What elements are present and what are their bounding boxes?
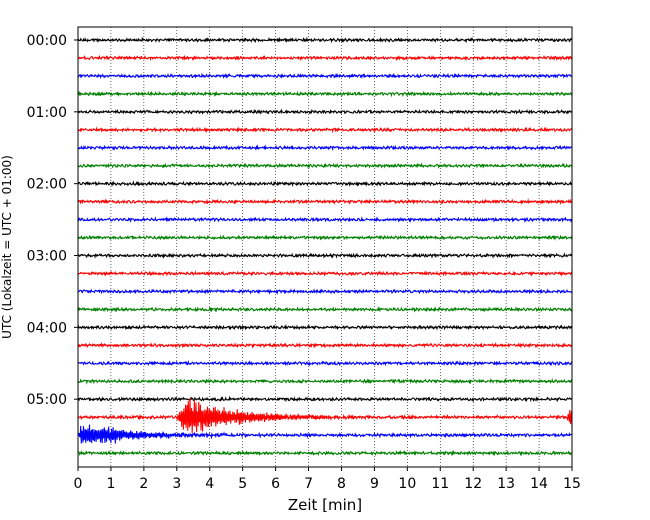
trace-19 (77, 377, 573, 385)
trace-0 (77, 36, 573, 44)
y-tick-label: 00:00 (27, 33, 67, 49)
trace-17 (77, 341, 573, 349)
x-tick-label: 13 (497, 476, 515, 492)
trace-8 (77, 180, 573, 188)
trace-10 (77, 216, 573, 224)
trace-14 (77, 288, 573, 296)
trace-5 (77, 126, 573, 134)
trace-11 (77, 234, 573, 241)
trace-1 (77, 54, 573, 62)
x-tick-label: 14 (530, 476, 548, 492)
y-tick-label: 03:00 (27, 249, 67, 265)
x-tick-label: 2 (139, 476, 148, 492)
trace-23 (77, 449, 573, 457)
plot-frame (77, 26, 573, 468)
trace-3 (77, 90, 573, 98)
seismic-traces (77, 36, 573, 457)
x-axis-label: Zeit [min] (288, 496, 362, 514)
x-tick-label: 11 (431, 476, 449, 492)
trace-16 (77, 323, 572, 331)
y-axis-ticks: 00:00 01:00 02:00 03:00 04:00 05:00 (27, 33, 78, 408)
x-tick-label: 15 (563, 476, 581, 492)
x-tick-label: 10 (398, 476, 416, 492)
trace-15 (77, 305, 573, 313)
trace-6 (77, 144, 573, 152)
x-tick-label: 5 (238, 476, 247, 492)
trace-13 (77, 270, 573, 277)
x-tick-label: 4 (205, 476, 214, 492)
trace-9 (77, 198, 573, 206)
y-tick-label: 01:00 (27, 105, 67, 121)
x-grid (110, 27, 540, 467)
x-tick-label: 9 (370, 476, 379, 492)
trace-21 (77, 397, 573, 434)
y-tick-label: 04:00 (27, 320, 67, 336)
y-tick-label: 05:00 (27, 392, 67, 408)
x-tick-label: 3 (172, 476, 181, 492)
trace-20 (77, 395, 573, 403)
x-tick-label: 8 (337, 476, 346, 492)
y-tick-label: 02:00 (27, 177, 67, 193)
x-tick-label: 12 (464, 476, 482, 492)
trace-4 (77, 108, 573, 115)
y-axis-label: UTC (Lokalzeit = UTC + 01:00) (0, 155, 14, 339)
trace-22 (77, 424, 573, 444)
x-tick-label: 1 (106, 476, 115, 492)
x-tick-label: 6 (271, 476, 280, 492)
trace-2 (77, 72, 573, 80)
x-tick-label: 0 (74, 476, 83, 492)
x-axis-ticks: 0 1 2 3 4 5 6 7 8 9 10 11 12 13 14 15 (74, 467, 581, 492)
trace-18 (77, 359, 573, 367)
x-tick-label: 7 (304, 476, 313, 492)
trace-7 (77, 162, 573, 169)
trace-12 (77, 252, 573, 259)
